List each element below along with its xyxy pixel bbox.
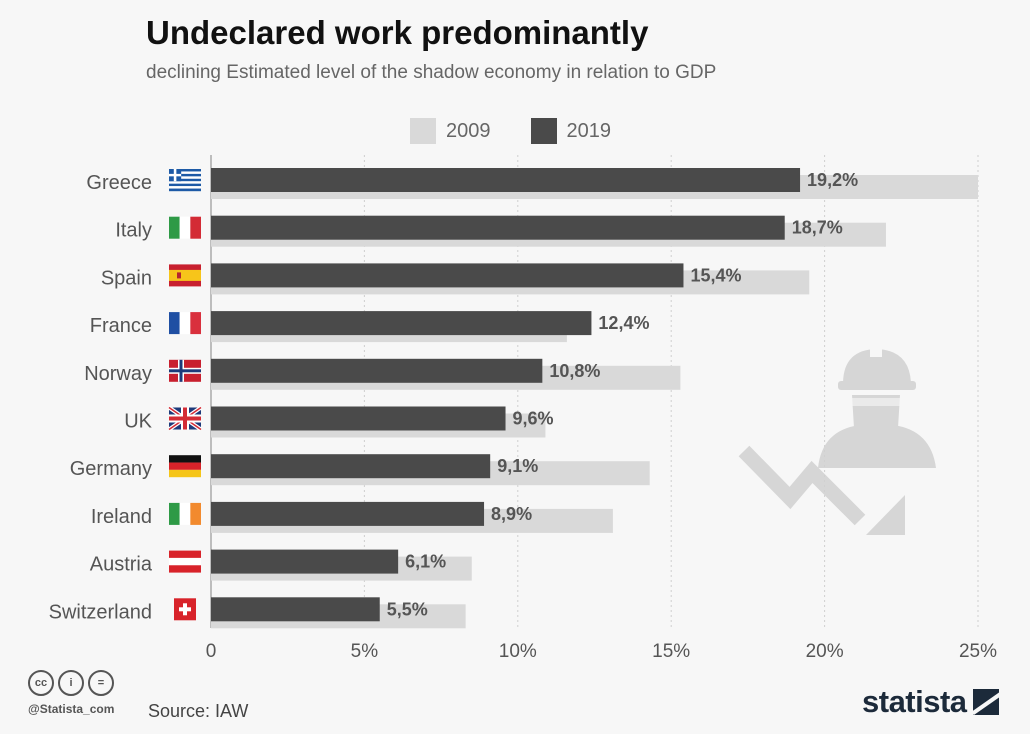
worker-body-icon <box>818 425 936 468</box>
legend: 2009 2019 <box>410 118 651 144</box>
bar-2019-uk <box>211 406 506 431</box>
x-tick-label-1: 5% <box>351 641 379 662</box>
cc-icon: cc <box>28 670 54 696</box>
norway-flag-icon <box>169 359 201 382</box>
data-label-austria: 6,1% <box>405 552 446 572</box>
bar-2019-norway <box>211 358 543 383</box>
license-area: cc i = @Statista_com <box>28 670 114 716</box>
switzerland-flag-icon <box>174 598 196 621</box>
statista-handle: @Statista_com <box>28 702 115 716</box>
spain-flag-icon <box>169 264 201 287</box>
ireland-flag-icon <box>169 502 201 525</box>
category-label-austria: Austria <box>90 554 153 576</box>
legend-swatch-2009 <box>410 118 436 144</box>
bar-2019-greece <box>211 168 801 192</box>
uk-flag-icon <box>167 405 203 432</box>
data-label-france: 12,4% <box>598 313 649 333</box>
bar-2019-france <box>211 311 592 336</box>
data-label-switzerland: 5,5% <box>387 599 428 619</box>
x-tick-label-5: 25% <box>959 641 997 662</box>
data-label-italy: 18,7% <box>792 218 843 238</box>
bar-2019-spain <box>211 263 684 288</box>
austria-flag-icon <box>169 550 201 573</box>
chart-title: Undeclared work predominantly <box>146 14 649 51</box>
france-flag-icon <box>169 312 201 335</box>
category-label-ireland: Ireland <box>91 506 152 528</box>
x-tick-label-2: 10% <box>499 641 537 662</box>
data-label-ireland: 8,9% <box>491 504 532 524</box>
bar-2019-switzerland <box>211 597 380 622</box>
category-label-uk: UK <box>124 411 152 433</box>
legend-item-2009: 2009 <box>410 118 491 144</box>
attribution-icon: i <box>58 670 84 696</box>
hard-hat-icon <box>843 349 911 384</box>
downtrend-line-icon <box>738 445 866 526</box>
category-label-germany: Germany <box>70 458 152 480</box>
no-derivatives-icon: = <box>88 670 114 696</box>
legend-item-2019: 2019 <box>530 118 612 144</box>
statista-logo: statista <box>862 684 999 720</box>
chart-subtitle: declining Estimated level of the shadow … <box>146 62 717 83</box>
x-tick-label-0: 0 <box>206 641 217 662</box>
legend-label-2019: 2019 <box>566 119 612 142</box>
legend-swatch-2019 <box>530 118 557 144</box>
category-label-italy: Italy <box>115 220 152 242</box>
bar-2019-italy <box>211 215 785 240</box>
bar-2019-ireland <box>211 501 485 526</box>
source-note: Source: IAW <box>148 701 249 721</box>
category-label-greece: Greece <box>86 172 152 194</box>
x-tick-label-3: 15% <box>652 641 690 662</box>
x-tick-label-4: 20% <box>806 641 844 662</box>
data-label-greece: 19,2% <box>807 170 858 190</box>
bar-2019-germany <box>211 454 491 479</box>
legend-label-2009: 2009 <box>446 119 491 142</box>
category-label-spain: Spain <box>101 267 152 289</box>
downtrend-arrow-icon <box>866 495 905 535</box>
germany-flag-icon <box>169 455 201 478</box>
greece-flag-icon <box>169 169 201 192</box>
safety-goggles-icon <box>848 398 904 406</box>
bar-2019-austria <box>211 549 399 574</box>
statista-mark-icon <box>972 689 999 715</box>
hard-hat-ridge-icon <box>870 343 882 357</box>
hard-hat-brim-icon <box>838 381 916 390</box>
category-label-switzerland: Switzerland <box>49 601 152 623</box>
category-label-norway: Norway <box>84 363 152 385</box>
data-label-spain: 15,4% <box>690 265 741 285</box>
data-label-germany: 9,1% <box>497 456 538 476</box>
brand-wordmark: statista <box>862 684 967 719</box>
data-label-norway: 10,8% <box>549 361 600 381</box>
italy-flag-icon <box>169 216 201 239</box>
category-label-france: France <box>90 315 152 337</box>
data-label-uk: 9,6% <box>513 409 554 429</box>
